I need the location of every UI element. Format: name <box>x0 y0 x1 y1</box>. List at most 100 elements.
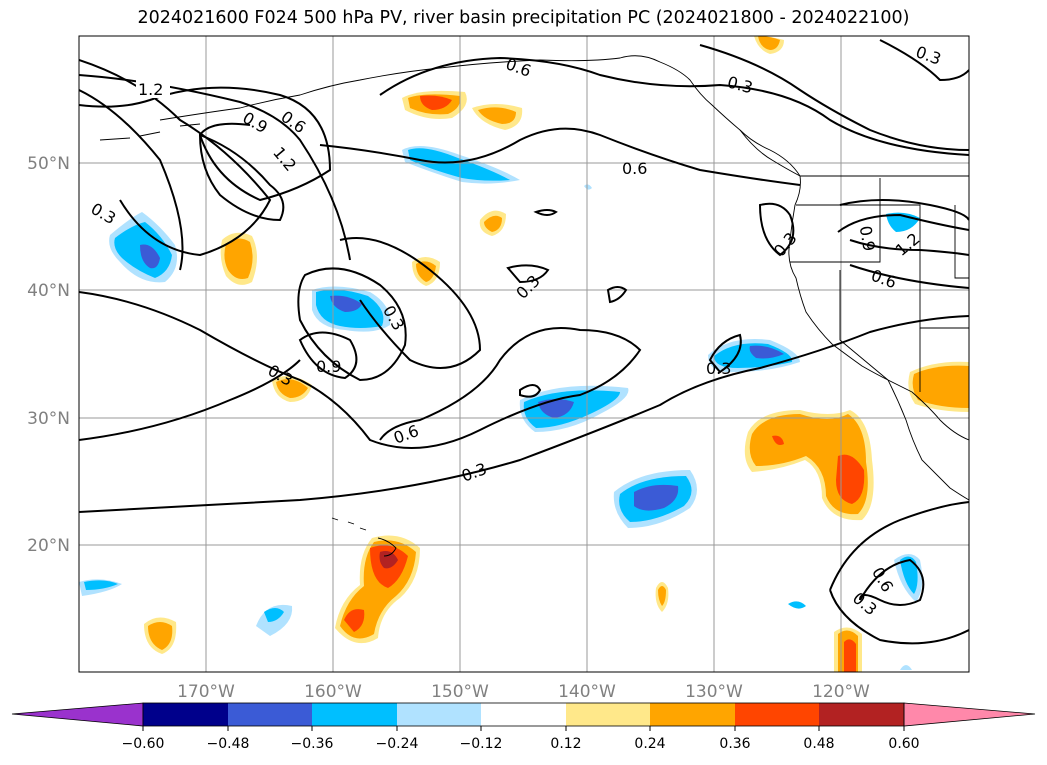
contour-label: 0.9 <box>856 224 879 252</box>
colorbar-tick-label: 0.48 <box>803 736 834 752</box>
precip-neg-blob <box>900 556 918 594</box>
precip-pos-blob <box>416 261 436 282</box>
aleutian-islands <box>99 123 201 141</box>
pv-contour <box>298 331 358 380</box>
precip-pos-blob <box>379 551 398 569</box>
colorbar-extend-low <box>11 702 144 727</box>
pv-contour <box>533 209 558 216</box>
lat-label: 20°N <box>27 536 70 556</box>
pv-contour <box>829 501 969 645</box>
precip-pos-blob <box>148 622 173 650</box>
lat-label: 30°N <box>27 409 70 429</box>
pv-contour <box>506 264 550 284</box>
contour-label: 0.9 <box>316 357 341 376</box>
hawaii-islands <box>331 517 397 557</box>
precip-neg-blob <box>900 665 912 670</box>
pv-contour <box>79 315 969 513</box>
pv-contour <box>79 89 184 271</box>
colorbar-tick-label: 0.36 <box>719 736 750 752</box>
precip-pos-blob <box>478 107 516 124</box>
pv-contour <box>519 384 542 398</box>
precip-neg-blob <box>634 484 679 511</box>
colorbar-tick-label: 0.12 <box>550 736 581 752</box>
latitude-labels: 50°N 40°N 30°N 20°N <box>27 154 70 556</box>
precip-pos-blob <box>844 639 856 672</box>
colorbar-segment <box>735 703 819 726</box>
map-border <box>78 35 970 673</box>
precip-pos-blob <box>758 36 780 50</box>
colorbar-segment <box>819 703 904 726</box>
bc-coast <box>739 129 801 206</box>
longitude-labels: 170°W 160°W 150°W 140°W 130°W 120°W <box>177 682 870 702</box>
pv-contour <box>699 44 969 151</box>
precip-neg-blob <box>140 244 160 269</box>
colorbar-frame <box>142 702 905 727</box>
colorbar-tick-label: 0.24 <box>634 736 665 752</box>
map-panel <box>79 36 969 672</box>
precip-neg-blob <box>788 601 806 609</box>
colorbar-ticks <box>142 726 905 731</box>
colorbar-tick-label: −0.12 <box>460 736 503 752</box>
precip-neg-blob <box>538 399 574 418</box>
colorbar-tick-label: −0.48 <box>207 736 250 752</box>
pv-contour <box>339 237 482 369</box>
precip-pos-blob <box>224 238 253 279</box>
colorbar-segment <box>312 703 397 726</box>
precip-neg-blob <box>264 608 284 622</box>
lat-label: 40°N <box>27 281 70 301</box>
pv-contour <box>758 202 795 257</box>
precip-pos-blob <box>658 586 666 606</box>
colorbar-segment <box>228 703 312 726</box>
colorbar-tick-label: 0.60 <box>888 736 919 752</box>
contour-label: 0.6 <box>622 159 647 178</box>
plot-title: 2024021600 F024 500 hPa PV, river basin … <box>137 8 910 28</box>
colorbar-tick-label: −0.60 <box>122 736 165 752</box>
pv-contour <box>79 86 332 202</box>
pv-contour <box>849 264 969 289</box>
precip-neg-blob <box>330 295 362 312</box>
lon-label: 160°W <box>304 682 362 702</box>
precip-pos-blob <box>912 365 969 408</box>
contour-label: 1.2 <box>138 80 163 99</box>
pv-contour <box>198 133 285 222</box>
pv-contour <box>319 127 801 186</box>
pv-contour <box>79 359 301 441</box>
precip-neg-blob <box>749 345 784 359</box>
state-border <box>796 204 969 329</box>
graticule <box>79 36 969 672</box>
state-border <box>790 178 881 263</box>
precip-pos-blob <box>772 435 784 445</box>
lon-label: 170°W <box>177 682 235 702</box>
pv-contour <box>879 39 969 82</box>
pv-contour <box>837 199 969 256</box>
precip-pos-blob <box>836 454 865 504</box>
precip-neg-blob <box>408 148 510 181</box>
colorbar-segment <box>566 703 650 726</box>
colorbar-segment <box>143 703 228 726</box>
precip-pos-blob <box>344 609 365 632</box>
baja-coast <box>887 379 969 501</box>
contour-label: 0.3 <box>706 359 731 378</box>
precip-neg-blob <box>84 580 118 590</box>
precip-shading <box>79 36 969 672</box>
lon-label: 130°W <box>685 682 743 702</box>
colorbar-segment <box>397 703 481 726</box>
colorbar-segment <box>481 703 566 726</box>
lon-label: 120°W <box>812 682 870 702</box>
pv-contour <box>708 333 742 374</box>
alaska-coast <box>159 55 801 177</box>
colorbar: −0.60 −0.48 −0.36 −0.24 −0.12 0.12 0.24 … <box>11 702 1036 752</box>
state-border <box>839 270 889 381</box>
lon-label: 140°W <box>558 682 616 702</box>
pv-contours <box>79 39 969 645</box>
colorbar-tick-label: −0.24 <box>376 736 419 752</box>
pv-contour <box>606 286 628 304</box>
lat-label: 50°N <box>27 154 70 174</box>
coastlines <box>99 55 969 557</box>
precip-pos-blob <box>484 215 502 232</box>
precip-neg-blob <box>584 184 592 190</box>
colorbar-tick-label: −0.36 <box>291 736 334 752</box>
colorbar-segment <box>650 703 735 726</box>
pv-contour <box>297 267 407 382</box>
